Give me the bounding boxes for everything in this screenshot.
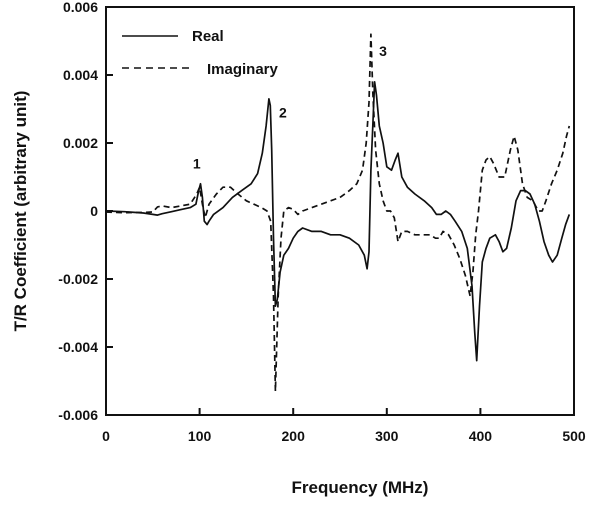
x-tick-label: 100 <box>188 428 212 444</box>
series-imaginary-line <box>105 33 571 393</box>
peak-annotation: 2 <box>279 104 287 120</box>
series-real-line <box>105 80 571 362</box>
x-tick-label: 0 <box>102 428 110 444</box>
x-tick-label: 500 <box>562 428 586 444</box>
y-tick-label: -0.004 <box>58 339 98 355</box>
legend-imaginary-label: Imaginary <box>207 61 279 78</box>
tick-labels-group: 0 100 200 300 400 500 -0.006 -0.004 -0.002 0 0.002… <box>58 0 586 444</box>
x-axis-title: Frequency (MHz) <box>292 478 429 497</box>
x-tick-label: 200 <box>282 428 306 444</box>
peak-annotation: 3 <box>379 43 387 59</box>
annotation-layer: 1 2 3 <box>193 43 387 171</box>
series-layer <box>105 33 571 393</box>
peak-annotation: 1 <box>193 155 201 171</box>
y-axis-title: T/R Coefficient (arbitrary unit) <box>11 91 30 332</box>
y-tick-label: -0.006 <box>58 407 98 423</box>
x-tick-label: 300 <box>375 428 399 444</box>
y-tick-label: 0.004 <box>63 67 98 83</box>
y-tick-label: 0.002 <box>63 135 98 151</box>
y-tick-label: 0.006 <box>63 0 98 15</box>
y-tick-label: 0 <box>90 203 98 219</box>
legend: Real Imaginary <box>122 28 279 78</box>
x-tick-label: 400 <box>469 428 493 444</box>
legend-real-label: Real <box>192 28 224 45</box>
y-tick-label: -0.002 <box>58 271 98 287</box>
